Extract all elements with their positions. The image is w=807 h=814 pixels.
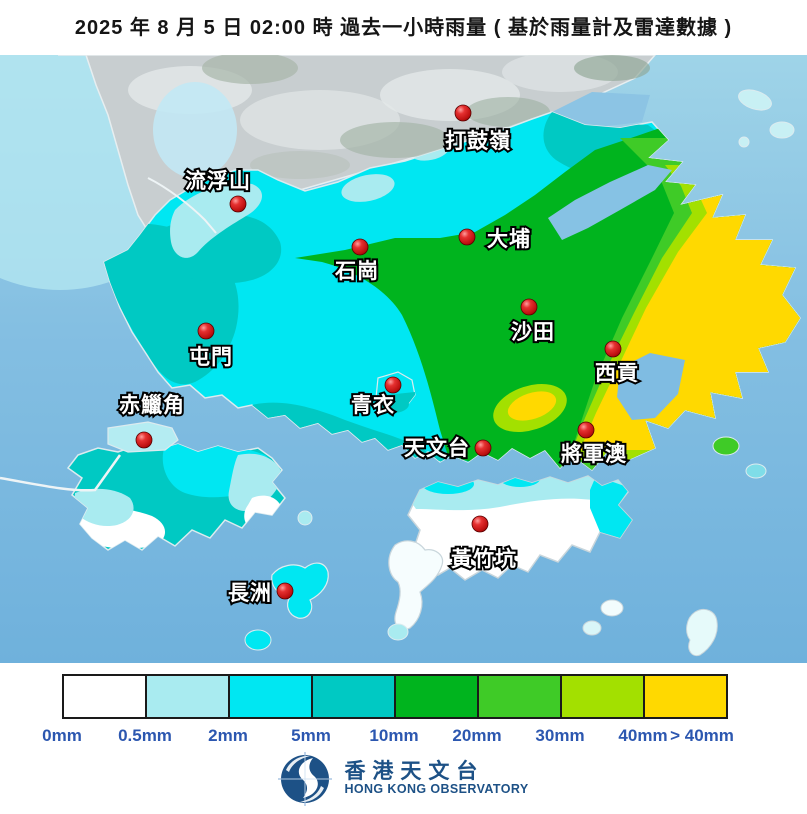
station-label: 打鼓嶺 (445, 129, 511, 153)
outlying-islands (244, 89, 795, 657)
station-dot (351, 238, 369, 256)
station-dot (276, 582, 294, 600)
station-dot (384, 376, 402, 394)
hko-name-chinese: 香港天文台 (344, 760, 485, 784)
station-label: 沙田 (511, 321, 555, 344)
shenzhen-bay-bridge (147, 177, 217, 234)
station-label: 屯門 (189, 346, 233, 369)
tolo-harbour (548, 165, 672, 240)
station-dot (577, 421, 595, 439)
legend-label: 0.5mm (118, 726, 172, 745)
station-label: 西貢 (595, 362, 639, 385)
station-dot (229, 195, 247, 213)
map-title: 2025 年 8 月 5 日 02:00 時 過去一小時雨量 ( 基於雨量計及雷… (74, 17, 733, 39)
station-label: 大埔 (487, 227, 531, 251)
legend-label: 10mm (369, 726, 419, 745)
legend-swatch-2mm (228, 674, 313, 719)
station-dot (458, 228, 476, 246)
station-dot (520, 298, 538, 316)
hko-logo-text: 香港天文台 HONG KONG OBSERVATORY (344, 761, 528, 796)
port-shelter (617, 353, 685, 420)
station-dot (135, 431, 153, 449)
station-dot (471, 515, 489, 533)
station-dot (197, 322, 215, 340)
legend-swatch-5mm (311, 674, 396, 719)
station-label: 青衣 (351, 393, 395, 417)
legend-swatch-20mm (477, 674, 562, 719)
legend-swatch-40mm (643, 674, 728, 719)
station-dot (604, 340, 622, 358)
legend-label: 20mm (452, 726, 502, 745)
station-label: 石崗 (334, 260, 379, 283)
station-label: 赤鱲角 (119, 393, 185, 417)
legend-swatch-30mm (560, 674, 645, 719)
station-label: 將軍澳 (561, 442, 627, 466)
rainfall-legend-labels: 0mm 0.5mm 2mm 5mm 10mm 20mm 30mm 40mm > 40mm (0, 726, 807, 748)
hzm-bridge (0, 454, 122, 492)
station-dot (474, 439, 492, 457)
station-label: 黃竹坑 (451, 547, 517, 571)
legend-label: 5mm (291, 726, 331, 745)
legend-swatch-0.5mm (145, 674, 230, 719)
station-dot (454, 104, 472, 122)
legend-label: 2mm (208, 726, 248, 745)
legend-swatch-0mm (62, 674, 147, 719)
station-label: 流浮山 (185, 169, 251, 193)
hko-footer: 香港天文台 HONG KONG OBSERVATORY (0, 752, 807, 806)
lantau-island (66, 443, 286, 551)
legend-label: 0mm (42, 726, 82, 745)
shenzhen-bay (153, 82, 237, 178)
hko-logo-icon (278, 752, 333, 806)
legend-label: 40mm (618, 726, 668, 745)
legend-swatch-10mm (394, 674, 479, 719)
legend-overflow-label: > 40mm (670, 726, 734, 745)
starling-inlet (552, 92, 650, 128)
hko-name-english: HONG KONG OBSERVATORY (344, 782, 529, 797)
rainfall-legend (62, 674, 728, 719)
legend-label: 30mm (535, 726, 585, 745)
station-label: 長洲 (228, 582, 272, 605)
station-label: 天文台 (404, 436, 470, 460)
